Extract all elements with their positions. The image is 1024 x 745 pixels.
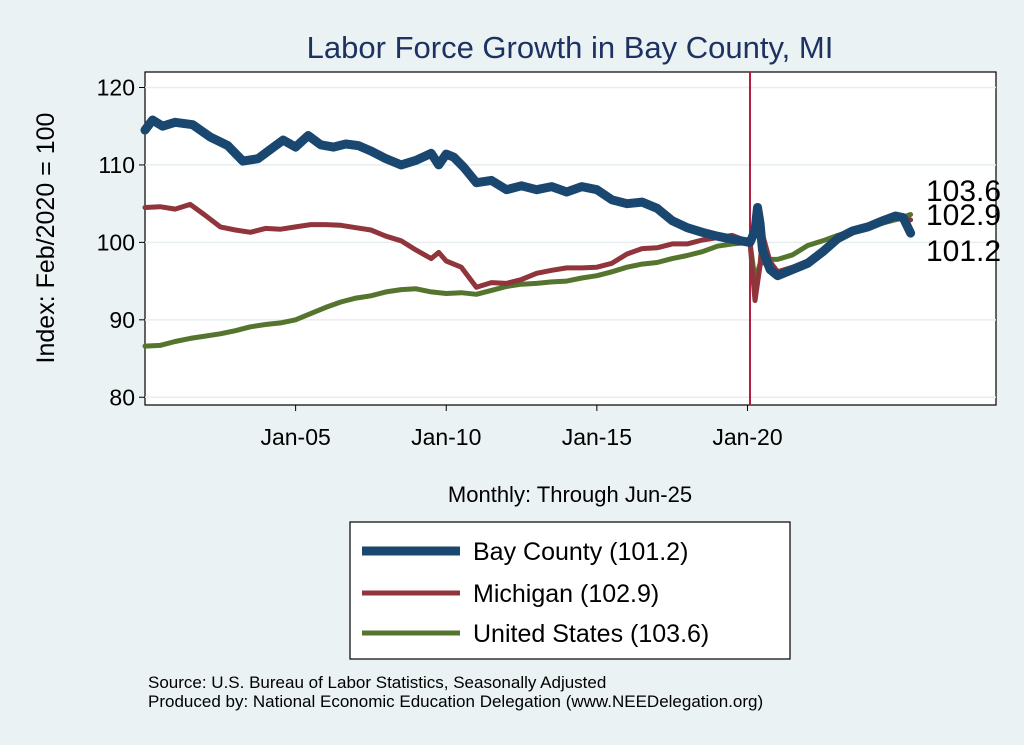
y-axis-label: Index: Feb/2020 = 100 <box>32 113 60 364</box>
y-tick-label: 110 <box>98 152 135 178</box>
source-note: Source: U.S. Bureau of Labor Statistics,… <box>148 673 763 711</box>
source-line: Source: U.S. Bureau of Labor Statistics,… <box>148 673 607 692</box>
y-tick-label: 120 <box>97 74 135 100</box>
y-tick-label: 90 <box>109 307 135 333</box>
x-tick-label: Jan-15 <box>562 424 632 450</box>
y-tick-label: 80 <box>109 384 135 410</box>
credit-line: Produced by: National Economic Education… <box>148 692 764 711</box>
y-tick-label: 100 <box>97 229 135 255</box>
legend-label: United States (103.6) <box>473 620 709 648</box>
x-axis-label: Monthly: Through Jun-25 <box>448 482 692 507</box>
legend-label: Bay County (101.2) <box>473 538 688 566</box>
series-lines <box>140 115 916 349</box>
plot-area <box>144 71 997 406</box>
x-tick-label: Jan-05 <box>260 424 330 450</box>
series-line-1 <box>140 115 916 281</box>
x-tick-label: Jan-20 <box>712 424 782 450</box>
series-end-label: 101.2 <box>926 235 1001 268</box>
legend-label: Michigan (102.9) <box>473 580 659 608</box>
x-tick-label: Jan-10 <box>411 424 481 450</box>
axes: 80 90 100 110 120 Jan-05 Jan-10 Jan-15 Jan-20 <box>97 74 783 450</box>
series-end-label: 102.9 <box>926 199 1001 232</box>
chart-title: Labor Force Growth in Bay County, MI <box>307 30 834 65</box>
series-line-3 <box>142 212 914 349</box>
legend: Bay County (101.2) Michigan (102.9) United… <box>349 521 791 660</box>
series-end-label: 103.6 <box>926 175 1001 208</box>
